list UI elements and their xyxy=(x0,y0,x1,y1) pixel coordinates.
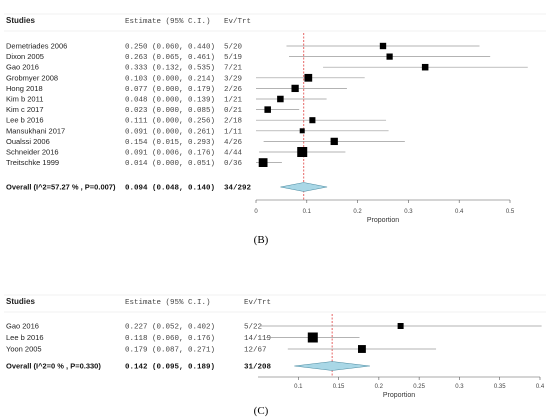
forest-plot-c: Studies Estimate (95% C.I.) Ev/Trt Gao 2016… xyxy=(4,294,546,417)
study-name: Kim c 2017 xyxy=(6,105,44,114)
study-events: 14/119 xyxy=(244,335,271,343)
x-tick-label: 0.15 xyxy=(333,384,345,390)
panel-label: (C) xyxy=(254,405,269,417)
overall-diamond xyxy=(294,361,371,371)
study-estimate-text: 0.111 (0.000, 0.256) xyxy=(125,118,215,126)
study-estimate-text: 0.091 (0.006, 0.176) xyxy=(125,150,215,158)
study-events: 2/26 xyxy=(224,86,243,94)
study-point-marker xyxy=(297,147,308,157)
study-estimate-text: 0.103 (0.000, 0.214) xyxy=(125,75,215,83)
overall-estimate-text: 0.094 (0.048, 0.140) xyxy=(125,185,215,193)
study-estimate-text: 0.154 (0.015, 0.293) xyxy=(125,139,215,147)
x-axis-label: Proportion xyxy=(367,217,399,224)
study-estimate-text: 0.250 (0.060, 0.440) xyxy=(125,44,215,52)
study-point-marker xyxy=(304,73,313,82)
panel-label: (B) xyxy=(254,234,269,246)
study-point-marker xyxy=(379,42,387,50)
study-name: Demetriades 2006 xyxy=(6,42,67,51)
study-name: Gao 2016 xyxy=(6,322,39,331)
x-tick-label: 0.2 xyxy=(375,384,384,390)
study-events: 4/44 xyxy=(224,150,243,158)
study-point-marker xyxy=(277,95,284,103)
study-events: 2/18 xyxy=(224,118,242,126)
study-estimate-text: 0.263 (0.065, 0.461) xyxy=(125,54,215,62)
study-estimate-text: 0.118 (0.060, 0.176) xyxy=(125,335,215,343)
study-name: Yoon 2005 xyxy=(6,345,42,354)
study-name: Lee b 2016 xyxy=(6,116,44,125)
study-events: 12/67 xyxy=(244,347,267,355)
study-events: 4/26 xyxy=(224,139,243,147)
study-point-marker xyxy=(291,84,299,93)
study-name: Mansukhani 2017 xyxy=(6,126,65,135)
study-point-marker xyxy=(386,53,393,60)
study-point-marker xyxy=(264,106,271,113)
forest-plot-b: Studies Estimate (95% C.I.) Ev/Trt Demetria… xyxy=(4,13,546,246)
x-tick-label: 0.4 xyxy=(536,384,545,390)
study-estimate-text: 0.077 (0.000, 0.179) xyxy=(125,86,215,94)
overall-estimate-text: 0.142 (0.095, 0.189) xyxy=(125,364,215,372)
study-point-marker xyxy=(309,117,316,124)
header-events: Ev/Trt xyxy=(244,299,271,307)
study-name: Oualssi 2006 xyxy=(6,137,50,146)
x-tick-label: 0.25 xyxy=(413,384,425,390)
header-estimate: Estimate (95% C.I.) xyxy=(125,299,211,307)
study-events: 5/20 xyxy=(224,44,243,52)
study-estimate-text: 0.091 (0.000, 0.261) xyxy=(125,128,215,136)
study-estimate-text: 0.179 (0.087, 0.271) xyxy=(125,347,215,355)
study-name: Dixon 2005 xyxy=(6,52,44,61)
overall-events: 34/292 xyxy=(224,185,252,193)
x-tick-label: 0.1 xyxy=(294,384,303,390)
header-studies: Studies xyxy=(6,16,35,25)
x-tick-label: 0.5 xyxy=(506,209,515,215)
x-axis-label: Proportion xyxy=(383,392,415,399)
study-estimate-text: 0.023 (0.000, 0.085) xyxy=(125,107,215,115)
study-name: Schneider 2016 xyxy=(6,148,59,157)
study-estimate-text: 0.014 (0.000, 0.051) xyxy=(125,160,215,168)
study-name: Lee b 2016 xyxy=(6,333,44,342)
study-events: 0/21 xyxy=(224,107,243,115)
study-point-marker xyxy=(258,158,268,167)
study-events: 0/36 xyxy=(224,160,243,168)
overall-label: Overall (I^2=0 % , P=0.330) xyxy=(6,362,101,371)
x-tick-label: 0.4 xyxy=(455,209,464,215)
study-events: 5/22 xyxy=(244,324,262,332)
x-tick-label: 0 xyxy=(254,209,258,215)
study-point-marker xyxy=(397,323,404,329)
x-tick-label: 0.2 xyxy=(353,209,362,215)
study-name: Treitschke 1999 xyxy=(6,158,59,167)
study-name: Hong 2018 xyxy=(6,84,43,93)
study-events: 3/29 xyxy=(224,75,242,83)
overall-events: 31/208 xyxy=(244,364,272,372)
study-point-marker xyxy=(421,63,429,71)
study-name: Kim b 2011 xyxy=(6,95,43,104)
x-tick-label: 0.35 xyxy=(494,384,506,390)
overall-diamond xyxy=(280,182,328,192)
study-point-marker xyxy=(299,128,305,134)
x-tick-label: 0.1 xyxy=(303,209,312,215)
study-name: Grobmyer 2008 xyxy=(6,73,58,82)
study-estimate-text: 0.048 (0.000, 0.139) xyxy=(125,97,215,105)
study-events: 1/11 xyxy=(224,128,243,136)
x-tick-label: 0.3 xyxy=(404,209,413,215)
study-estimate-text: 0.333 (0.132, 0.535) xyxy=(125,65,215,73)
study-point-marker xyxy=(307,332,318,343)
study-events: 1/21 xyxy=(224,97,243,105)
study-estimate-text: 0.227 (0.052, 0.402) xyxy=(125,324,215,332)
header-studies: Studies xyxy=(6,297,35,306)
x-tick-label: 0.3 xyxy=(455,384,464,390)
study-events: 7/21 xyxy=(224,65,243,73)
header-events: Ev/Trt xyxy=(224,18,251,26)
study-point-marker xyxy=(358,345,366,353)
study-events: 5/19 xyxy=(224,54,242,62)
study-name: Gao 2016 xyxy=(6,63,39,72)
header-estimate: Estimate (95% C.I.) xyxy=(125,18,211,26)
overall-label: Overall (I^2=57.27 % , P=0.007) xyxy=(6,183,116,192)
study-point-marker xyxy=(330,137,338,146)
